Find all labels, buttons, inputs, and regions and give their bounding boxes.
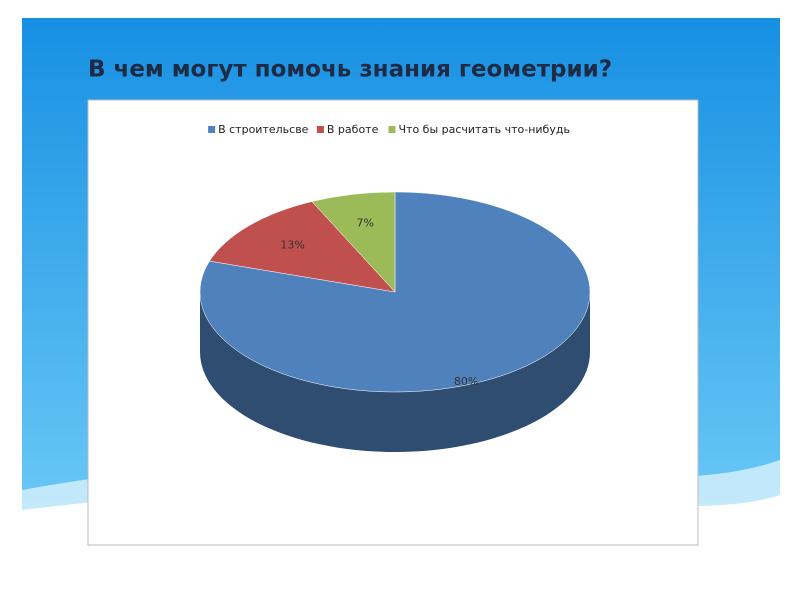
- legend-swatch: [388, 126, 396, 133]
- pie-chart: В строительсве В работе Что бы расчитать ч…: [199, 123, 591, 452]
- pie-slice: [311, 191, 396, 293]
- legend-swatch: [316, 126, 324, 133]
- legend-label: Что бы расчитать что-нибудь: [399, 123, 570, 136]
- pie-slice: [209, 201, 396, 293]
- slide-title: В чем могут помочь знания геометрии?: [88, 57, 612, 83]
- pie-side: [200, 292, 590, 452]
- legend-label: В работе: [327, 123, 379, 136]
- data-label: 80%: [454, 375, 478, 388]
- data-label: 13%: [280, 239, 304, 252]
- legend-label: В строительсве: [218, 123, 309, 136]
- data-label: 7%: [356, 217, 373, 230]
- legend-swatch: [208, 126, 216, 133]
